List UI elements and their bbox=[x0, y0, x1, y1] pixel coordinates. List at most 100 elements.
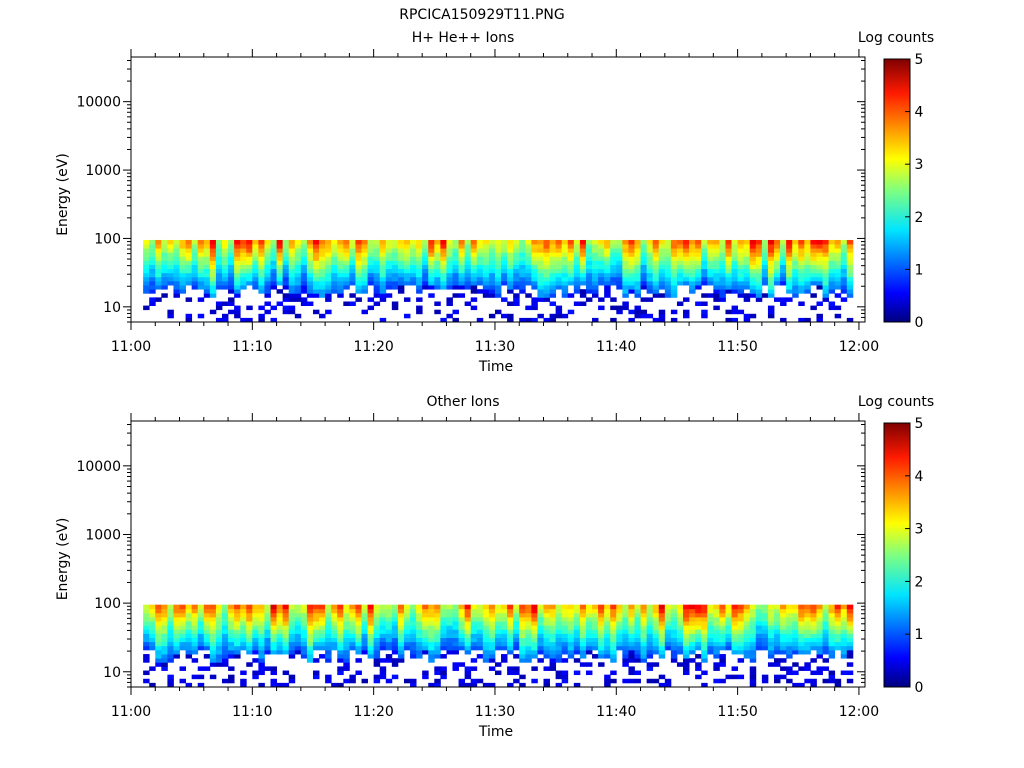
spectrogram-cell bbox=[774, 658, 781, 663]
spectrogram-cell bbox=[567, 272, 575, 278]
spectrogram-cell bbox=[840, 268, 848, 274]
spectrogram-cell bbox=[573, 276, 581, 282]
spectrogram-cell bbox=[798, 641, 805, 647]
spectrogram-cell bbox=[549, 641, 557, 647]
spectrogram-cell bbox=[209, 256, 217, 261]
spectrogram-cell bbox=[555, 244, 563, 249]
spectrogram-cell bbox=[179, 248, 186, 253]
spectrogram-cell bbox=[349, 268, 356, 274]
spectrogram-cell bbox=[428, 621, 435, 626]
spectrogram-cell bbox=[592, 654, 599, 659]
spectrogram-cell bbox=[573, 285, 581, 290]
spectrogram-cell bbox=[774, 662, 781, 667]
spectrogram-cell bbox=[385, 633, 393, 638]
spectrogram-cell bbox=[440, 252, 447, 257]
spectrogram-cell bbox=[755, 244, 763, 249]
spectrogram-cell bbox=[810, 252, 817, 257]
spectrogram-cell bbox=[446, 239, 453, 245]
spectrogram-cell bbox=[804, 256, 811, 261]
spectrogram-cell bbox=[215, 305, 223, 311]
spectrogram-cell bbox=[294, 239, 302, 245]
spectrogram-cell bbox=[440, 276, 447, 282]
spectrogram-cell bbox=[258, 252, 265, 257]
spectrogram-cell bbox=[567, 280, 575, 286]
spectrogram-cell bbox=[719, 604, 726, 610]
spectrogram-cell bbox=[276, 645, 284, 651]
spectrogram-cell bbox=[810, 621, 817, 626]
spectrogram-cell bbox=[792, 293, 799, 298]
spectrogram-cell bbox=[634, 272, 641, 278]
spectrogram-cell bbox=[209, 268, 217, 274]
spectrogram-cell bbox=[592, 293, 599, 298]
plot-frame bbox=[130, 56, 866, 323]
spectrogram-cell bbox=[440, 256, 447, 261]
spectrogram-cell bbox=[416, 289, 423, 294]
spectrogram-cell bbox=[167, 252, 174, 257]
spectrogram-cell bbox=[846, 248, 854, 253]
spectrogram-cell bbox=[652, 248, 660, 253]
spectrogram-cell bbox=[397, 272, 405, 278]
spectrogram-cell bbox=[325, 260, 332, 265]
spectrogram-cell bbox=[361, 608, 368, 614]
spectrogram-cell bbox=[246, 244, 253, 249]
spectrogram-cell bbox=[191, 649, 199, 655]
spectrogram-cell bbox=[840, 625, 848, 630]
spectrogram-cell bbox=[367, 645, 375, 651]
spectrogram-cell bbox=[604, 654, 611, 659]
spectrogram-cell bbox=[767, 654, 775, 659]
spectrogram-cell bbox=[828, 268, 836, 274]
spectrogram-cell bbox=[294, 289, 302, 294]
spectrogram-cell bbox=[664, 629, 672, 634]
spectrogram-cell bbox=[482, 244, 490, 249]
spectrogram-cell bbox=[476, 604, 484, 610]
spectrogram-cell bbox=[519, 658, 526, 663]
spectrogram-cell bbox=[658, 649, 666, 655]
spectrogram-cell bbox=[373, 268, 381, 274]
spectrogram-cell bbox=[191, 239, 199, 245]
spectrogram-cell bbox=[319, 645, 326, 651]
spectrogram-cell bbox=[767, 621, 775, 626]
spectrogram-cell bbox=[143, 604, 150, 610]
spectrogram-cell bbox=[695, 666, 702, 671]
spectrogram-cell bbox=[792, 670, 799, 676]
spectrogram-cell bbox=[403, 276, 411, 282]
spectrogram-cell bbox=[221, 317, 229, 323]
spectrogram-cell bbox=[246, 641, 253, 647]
spectrogram-cell bbox=[743, 285, 751, 290]
spectrogram-cell bbox=[252, 248, 259, 253]
spectrogram-cell bbox=[494, 662, 502, 667]
spectrogram-cell bbox=[507, 617, 514, 622]
spectrogram-cell bbox=[561, 289, 569, 294]
spectrogram-cell bbox=[319, 293, 326, 298]
spectrogram-cell bbox=[215, 621, 223, 626]
spectrogram-cell bbox=[391, 625, 399, 630]
spectrogram-cell bbox=[282, 682, 290, 688]
spectrogram-cell bbox=[215, 280, 223, 286]
spectrogram-cell bbox=[519, 260, 526, 265]
spectrogram-cell bbox=[610, 239, 617, 245]
spectrogram-cell bbox=[816, 617, 823, 622]
spectrogram-cell bbox=[252, 633, 259, 638]
spectrogram-cell bbox=[816, 264, 823, 270]
spectrogram-cell bbox=[191, 608, 199, 614]
spectrogram-cell bbox=[416, 305, 423, 311]
spectrogram-cell bbox=[561, 608, 569, 614]
spectrogram-cell bbox=[355, 280, 362, 286]
spectrogram-cell bbox=[300, 649, 308, 655]
spectrogram-cell bbox=[434, 264, 441, 270]
spectrogram-cell bbox=[719, 645, 726, 651]
spectrogram-cell bbox=[634, 244, 641, 249]
spectrogram-cell bbox=[428, 608, 435, 614]
spectrogram-cell bbox=[689, 621, 696, 626]
spectrogram-cell bbox=[282, 293, 290, 298]
spectrogram-cell bbox=[276, 612, 284, 618]
spectrogram-cell bbox=[440, 625, 447, 630]
spectrogram-cell bbox=[670, 633, 678, 638]
spectrogram-cell bbox=[470, 272, 478, 278]
spectrogram-cell bbox=[846, 670, 854, 676]
spectrogram-cell bbox=[191, 256, 199, 261]
spectrogram-cell bbox=[780, 645, 787, 651]
spectrogram-cell bbox=[215, 268, 223, 274]
spectrogram-cell bbox=[780, 252, 787, 257]
spectrogram-cell bbox=[464, 633, 472, 638]
